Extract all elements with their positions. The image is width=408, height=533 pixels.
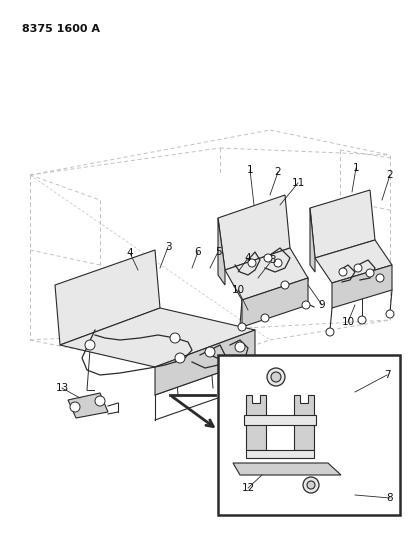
Polygon shape — [315, 240, 392, 283]
Text: 2: 2 — [275, 167, 281, 177]
Text: 4: 4 — [127, 248, 133, 258]
Text: 10: 10 — [231, 285, 244, 295]
Circle shape — [307, 481, 315, 489]
Circle shape — [274, 259, 282, 267]
Circle shape — [170, 333, 180, 343]
Circle shape — [358, 316, 366, 324]
Polygon shape — [332, 265, 392, 308]
Bar — [218, 355, 400, 515]
Text: 5: 5 — [215, 247, 221, 257]
Circle shape — [235, 342, 245, 352]
Text: 13: 13 — [55, 383, 69, 393]
Text: 8375 1600 A: 8375 1600 A — [22, 24, 100, 34]
Circle shape — [95, 396, 105, 406]
Polygon shape — [155, 330, 255, 395]
Circle shape — [85, 340, 95, 350]
Text: 10: 10 — [341, 317, 355, 327]
Text: 7: 7 — [384, 370, 390, 380]
Circle shape — [339, 268, 347, 276]
Text: 11: 11 — [291, 178, 305, 188]
Circle shape — [271, 372, 281, 382]
Circle shape — [386, 310, 394, 318]
Circle shape — [261, 314, 269, 322]
Text: 1: 1 — [247, 165, 253, 175]
Circle shape — [326, 328, 334, 336]
Polygon shape — [242, 278, 308, 327]
Circle shape — [205, 347, 215, 357]
Text: 3: 3 — [165, 242, 171, 252]
Polygon shape — [246, 450, 314, 458]
Polygon shape — [68, 393, 108, 418]
Circle shape — [264, 254, 272, 262]
Polygon shape — [218, 195, 290, 270]
Polygon shape — [60, 308, 255, 367]
Circle shape — [376, 274, 384, 282]
Polygon shape — [244, 415, 316, 425]
Text: 8: 8 — [387, 493, 393, 503]
Circle shape — [238, 323, 246, 331]
Polygon shape — [55, 250, 160, 345]
Text: 1: 1 — [353, 163, 359, 173]
Text: 2: 2 — [387, 170, 393, 180]
Polygon shape — [233, 463, 341, 475]
Text: 9: 9 — [319, 300, 325, 310]
Circle shape — [70, 402, 80, 412]
Circle shape — [303, 477, 319, 493]
Circle shape — [175, 353, 185, 363]
Circle shape — [267, 368, 285, 386]
Polygon shape — [310, 190, 375, 258]
Circle shape — [366, 269, 374, 277]
Text: 12: 12 — [242, 483, 255, 493]
Text: 6: 6 — [195, 247, 201, 257]
Polygon shape — [246, 395, 266, 450]
Polygon shape — [225, 248, 308, 300]
Polygon shape — [294, 395, 314, 450]
Circle shape — [248, 259, 256, 267]
Circle shape — [354, 264, 362, 272]
Text: 4: 4 — [245, 253, 251, 263]
Circle shape — [302, 301, 310, 309]
Polygon shape — [218, 218, 225, 285]
Circle shape — [281, 281, 289, 289]
Text: 3: 3 — [269, 255, 275, 265]
Polygon shape — [310, 208, 315, 272]
